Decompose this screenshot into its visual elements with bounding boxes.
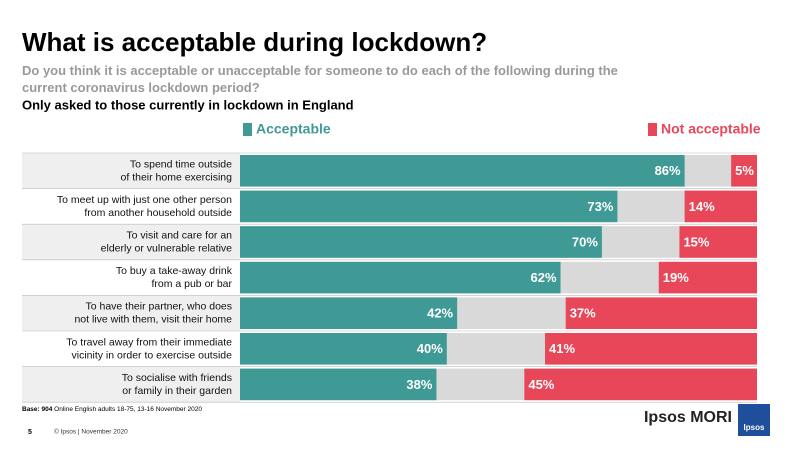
- bar-not-acceptable: [684, 190, 757, 223]
- category-label: To socialise with friends or family in th…: [122, 372, 232, 397]
- bar-not-acceptable: [545, 333, 757, 365]
- bar-not-acceptable: [565, 297, 757, 329]
- row-band: [22, 153, 240, 189]
- category-label: To have their partner, who does not live …: [74, 300, 232, 325]
- base-label: Base: 904: [22, 406, 53, 413]
- copyright: © Ipsos | November 2020: [54, 428, 128, 436]
- logo-box: [738, 404, 770, 436]
- legend-swatch: [648, 123, 657, 136]
- bar-not-acceptable: [731, 155, 757, 187]
- bar-acceptable: [240, 333, 447, 365]
- bar-acceptable: [240, 297, 458, 329]
- category-label: To buy a take-away drink from a pub or ba…: [116, 265, 233, 290]
- value-label: 73%: [587, 199, 613, 214]
- category-label: To meet up with just one other person fro…: [57, 194, 232, 219]
- title: What is acceptable during lockdown?: [22, 27, 487, 57]
- subtitle: Do you think it is acceptable or unaccep…: [22, 63, 618, 95]
- bar-not-acceptable: [679, 226, 757, 258]
- legend-label: Acceptable: [256, 121, 331, 137]
- base-text: Online English adults 18-75, 13-16 Novem…: [54, 406, 202, 413]
- value-label: 41%: [549, 341, 575, 356]
- base: Base: 904 Online English adults 18-75, 1…: [22, 406, 202, 413]
- value-label: 37%: [570, 306, 596, 321]
- value-label: 40%: [417, 341, 443, 356]
- value-label: 5%: [735, 163, 754, 178]
- legend-swatch: [243, 123, 252, 136]
- logo-text: Ipsos: [744, 423, 765, 432]
- value-label: 62%: [531, 270, 557, 285]
- value-label: 70%: [572, 234, 598, 249]
- note: Only asked to those currently in lockdow…: [22, 97, 354, 112]
- bar-not-acceptable: [524, 368, 757, 401]
- value-label: 15%: [683, 234, 709, 249]
- row-band: [22, 331, 240, 367]
- brand: Ipsos MORI: [644, 409, 732, 426]
- legend-label: Not acceptable: [661, 121, 761, 137]
- bar-acceptable: [240, 226, 602, 258]
- row-band: [22, 188, 240, 225]
- value-label: 14%: [689, 199, 715, 214]
- category-label: To travel away from their immediate vicin…: [66, 336, 232, 361]
- value-label: 45%: [528, 377, 554, 392]
- bar-acceptable: [240, 261, 561, 294]
- category-label: To visit and care for an elderly or vulne…: [101, 229, 232, 254]
- value-label: 38%: [406, 377, 432, 392]
- bar-acceptable: [240, 155, 685, 187]
- bar-not-acceptable: [658, 261, 757, 294]
- page-number: 5: [28, 429, 32, 436]
- bar-acceptable: [240, 190, 618, 223]
- row-band: [22, 224, 240, 260]
- row-band: [22, 295, 240, 331]
- category-label: To spend time outside of their home exerc…: [121, 158, 233, 183]
- value-label: 42%: [427, 306, 453, 321]
- bar-acceptable: [240, 368, 437, 401]
- chart-area: Acceptable Not acceptable To spend time ou…: [22, 121, 761, 403]
- row-band: [22, 366, 240, 403]
- value-label: 19%: [663, 270, 689, 285]
- value-label: 86%: [655, 163, 681, 178]
- row-band: [22, 259, 240, 296]
